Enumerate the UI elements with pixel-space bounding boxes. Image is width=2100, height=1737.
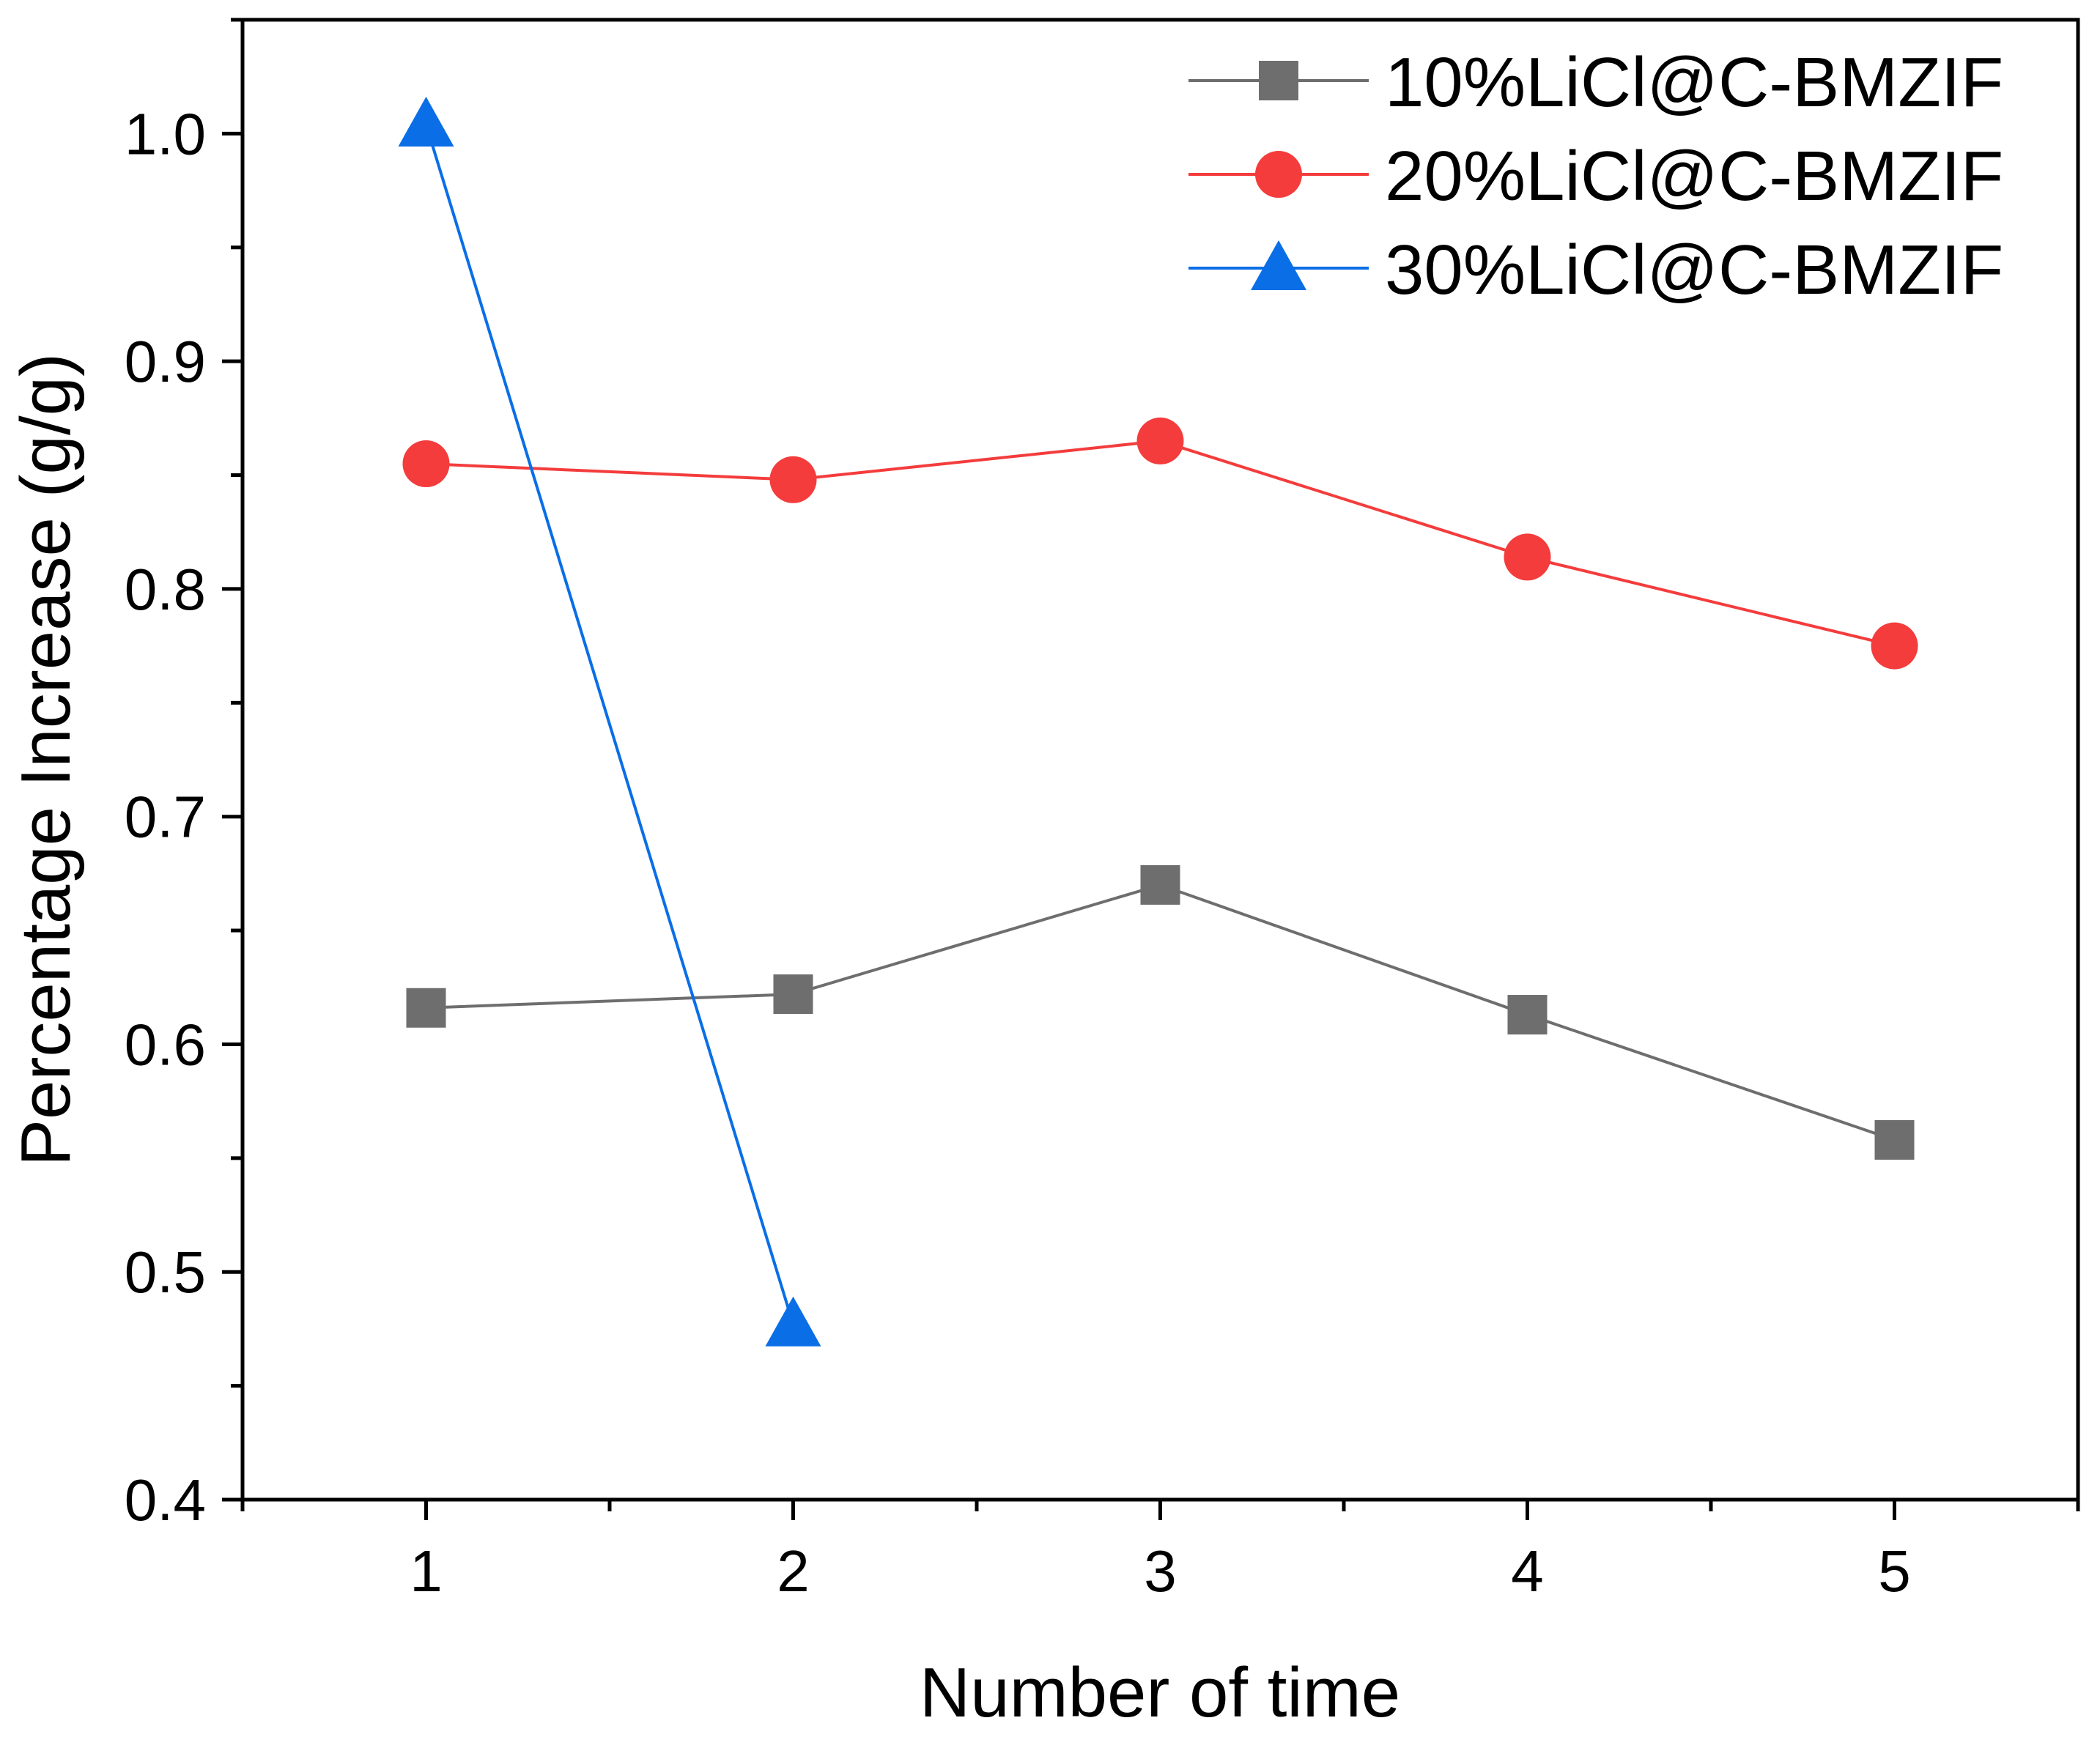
legend-label: 10%LiCl@C-BMZIF bbox=[1385, 43, 2003, 122]
series-layer bbox=[398, 96, 1918, 1347]
data-point bbox=[1136, 417, 1184, 464]
legend-marker bbox=[1259, 61, 1298, 100]
data-point bbox=[773, 974, 813, 1015]
data-point bbox=[406, 988, 446, 1028]
data-point bbox=[769, 456, 817, 503]
y-tick-label: 0.4 bbox=[125, 1467, 206, 1533]
series-line bbox=[424, 124, 795, 1325]
x-axis-title: Number of time bbox=[920, 1653, 1400, 1732]
y-tick-label: 0.5 bbox=[125, 1240, 206, 1305]
series-2 bbox=[402, 417, 1918, 670]
series-line bbox=[426, 883, 1896, 1141]
x-tick-label: 5 bbox=[1878, 1538, 1911, 1604]
data-point bbox=[398, 96, 454, 147]
y-tick-label: 0.6 bbox=[125, 1012, 206, 1077]
data-point bbox=[1871, 622, 1918, 670]
y-tick-label: 1.0 bbox=[125, 101, 206, 166]
x-tick-label: 2 bbox=[777, 1538, 810, 1604]
legend-item: 30%LiCl@C-BMZIF bbox=[1188, 231, 2003, 309]
legend: 10%LiCl@C-BMZIF 20%LiCl@C-BMZIF 30%LiCl@C-… bbox=[1188, 43, 2003, 309]
x-tick-label: 4 bbox=[1511, 1538, 1544, 1604]
data-point bbox=[1507, 995, 1548, 1035]
y-tick-label: 0.8 bbox=[125, 557, 206, 622]
legend-marker bbox=[1251, 240, 1306, 290]
y-tick-label: 0.7 bbox=[125, 785, 206, 850]
data-point bbox=[1140, 864, 1180, 905]
data-point bbox=[765, 1296, 821, 1347]
series-1 bbox=[406, 864, 1915, 1160]
data-point bbox=[1504, 533, 1551, 581]
data-point bbox=[1874, 1119, 1915, 1160]
y-tick-label: 0.9 bbox=[125, 329, 206, 394]
legend-label: 20%LiCl@C-BMZIF bbox=[1385, 137, 2003, 215]
y-axis-title: Percentage Increase (g/g) bbox=[7, 353, 85, 1166]
data-point bbox=[402, 440, 450, 487]
legend-item: 20%LiCl@C-BMZIF bbox=[1188, 137, 2003, 215]
x-axis: 1 2 3 4 5 bbox=[240, 1500, 2080, 1604]
series-3 bbox=[398, 96, 821, 1347]
legend-label: 30%LiCl@C-BMZIF bbox=[1385, 231, 2003, 309]
legend-marker bbox=[1255, 151, 1302, 198]
x-tick-label: 3 bbox=[1144, 1538, 1177, 1604]
legend-item: 10%LiCl@C-BMZIF bbox=[1188, 43, 2003, 122]
series-line bbox=[426, 439, 1895, 648]
x-tick-label: 1 bbox=[410, 1538, 443, 1604]
y-axis: 0.4 0.5 0.6 0.7 0.8 0.9 1.0 bbox=[125, 18, 243, 1533]
